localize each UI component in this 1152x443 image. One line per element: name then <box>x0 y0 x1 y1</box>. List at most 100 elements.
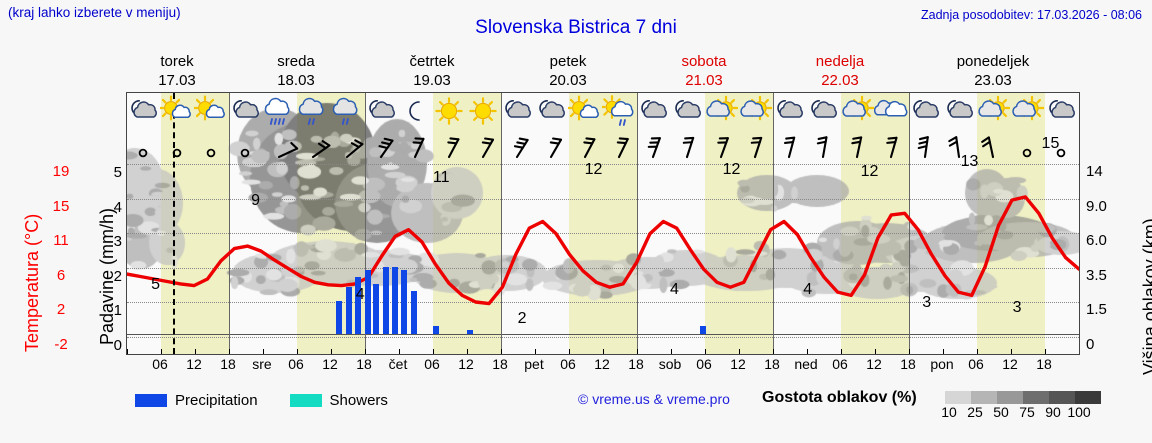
legend-precipitation: Precipitation <box>135 392 258 409</box>
day-date: 22.03 <box>821 72 859 89</box>
x-tick <box>535 349 536 354</box>
chart-legend: Precipitation Showers <box>135 390 388 410</box>
day-header-petek: petek 20.03 <box>500 52 636 92</box>
cloud-density-swatch <box>997 391 1023 404</box>
cloud-density-value: 100 <box>1067 404 1091 420</box>
now-line <box>172 93 175 354</box>
day-header-četrtek: četrtek 19.03 <box>364 52 500 92</box>
temperature-tick: 15 <box>52 197 70 215</box>
precipitation-bar <box>373 283 380 334</box>
temperature-value-label: 15 <box>1041 134 1060 152</box>
day-name: nedelja <box>815 53 865 70</box>
x-tick <box>1045 349 1046 354</box>
x-axis-label: 06 <box>424 356 440 372</box>
temperature-axis-title: Temperatura (°C) <box>22 213 42 352</box>
precipitation-bar <box>433 326 440 334</box>
temperature-value-label: 2 <box>517 309 527 327</box>
precipitation-bar <box>336 301 343 334</box>
day-separator <box>773 93 774 354</box>
day-separator <box>365 93 366 354</box>
day-separator <box>637 93 638 354</box>
precipitation-bar <box>345 287 352 334</box>
x-tick <box>637 349 638 354</box>
grid-line <box>127 164 1079 165</box>
precipitation-baseline <box>127 334 1079 335</box>
showers-swatch <box>289 393 322 407</box>
weather-chart-plot: 5 9 4 11 2 12 4 12 4 12 3 13 3 15 <box>126 92 1080 355</box>
showers-legend-label: Showers <box>329 391 388 409</box>
precipitation-tick: 1 <box>113 302 122 319</box>
x-tick <box>909 349 910 354</box>
x-tick <box>1079 349 1080 354</box>
x-tick <box>943 349 944 354</box>
temperature-curve <box>127 195 1079 306</box>
temperature-tick: 6 <box>56 266 66 284</box>
grid-line <box>127 267 1079 269</box>
x-tick <box>569 349 570 354</box>
cloud-density-swatch <box>1023 391 1049 404</box>
x-axis-label: sre <box>252 356 272 372</box>
day-date: 17.03 <box>158 72 196 89</box>
day-name: ponedeljek <box>956 53 1030 70</box>
x-axis-label: 06 <box>288 356 304 372</box>
x-axis-label: 12 <box>322 356 338 372</box>
day-header-sreda: sreda 18.03 <box>228 52 364 92</box>
precipitation-bar <box>466 329 473 334</box>
precipitation-bar <box>392 266 399 334</box>
x-axis-label: 12 <box>730 356 746 372</box>
x-axis-label: 06 <box>152 356 168 372</box>
x-tick <box>875 349 876 354</box>
x-axis-label: 12 <box>1002 356 1018 372</box>
day-separator <box>501 93 502 354</box>
grid-line <box>127 198 1079 200</box>
x-tick <box>433 349 434 354</box>
cloud-density-scale-labels: 10 25 50 75 90 100 <box>936 404 1092 420</box>
x-axis-label: 06 <box>968 356 984 372</box>
cloud-density-canvas <box>127 93 1079 354</box>
x-axis-label: sob <box>658 356 682 372</box>
page-title: Slovenska Bistrica 7 dni <box>475 17 677 38</box>
cloud-height-tick: 9.0 <box>1086 197 1107 215</box>
x-tick <box>501 349 502 354</box>
precipitation-bar <box>364 270 371 334</box>
grid-line <box>127 336 1079 338</box>
copyright-text[interactable]: © vreme.us & vreme.pro <box>578 391 730 407</box>
day-date: 18.03 <box>277 72 315 89</box>
x-tick <box>331 349 332 354</box>
precipitation-bar <box>382 266 389 334</box>
cloud-density-swatch <box>1075 391 1101 404</box>
last-updated-text: Zadnja posodobitev: 17.03.2026 - 08:06 <box>920 8 1142 22</box>
day-name: torek <box>160 53 194 70</box>
day-header-sobota: sobota 21.03 <box>636 52 772 92</box>
cloud-density-value: 75 <box>1019 404 1035 420</box>
precipitation-tick: 4 <box>113 198 122 216</box>
day-header-torek: torek 17.03 <box>126 52 228 92</box>
temperature-value-label: 11 <box>432 168 450 186</box>
cloud-density-legend-title: Gostota oblakov (%) <box>762 389 917 406</box>
x-axis-label: 12 <box>186 356 202 372</box>
temperature-value-label: 3 <box>1012 299 1022 317</box>
x-tick <box>195 349 196 354</box>
day-date: 23.03 <box>974 72 1012 89</box>
temperature-tick: 2 <box>56 301 66 318</box>
day-name: sreda <box>277 53 315 70</box>
x-axis-label: pon <box>930 356 954 372</box>
temperature-value-label: 5 <box>151 275 160 293</box>
x-tick <box>603 349 604 354</box>
x-axis-label: 12 <box>594 356 610 372</box>
temperature-value-label: 4 <box>669 280 679 298</box>
cloud-density-value: 10 <box>941 404 957 420</box>
day-separator <box>909 93 910 354</box>
cloud-height-tick: 0 <box>1086 335 1095 353</box>
x-axis-label: 12 <box>866 356 882 372</box>
cloud-height-tick: 14 <box>1086 163 1103 180</box>
cloud-density-value: 25 <box>967 404 983 420</box>
legend-showers: Showers <box>289 391 388 409</box>
precipitation-tick: 0 <box>113 336 122 354</box>
x-axis-label: 18 <box>492 356 508 372</box>
grid-line <box>127 233 1079 234</box>
cloud-height-tick: 6.0 <box>1086 232 1107 249</box>
x-tick <box>1011 349 1012 354</box>
day-name: četrtek <box>409 53 455 70</box>
precipitation-bar <box>355 277 362 334</box>
